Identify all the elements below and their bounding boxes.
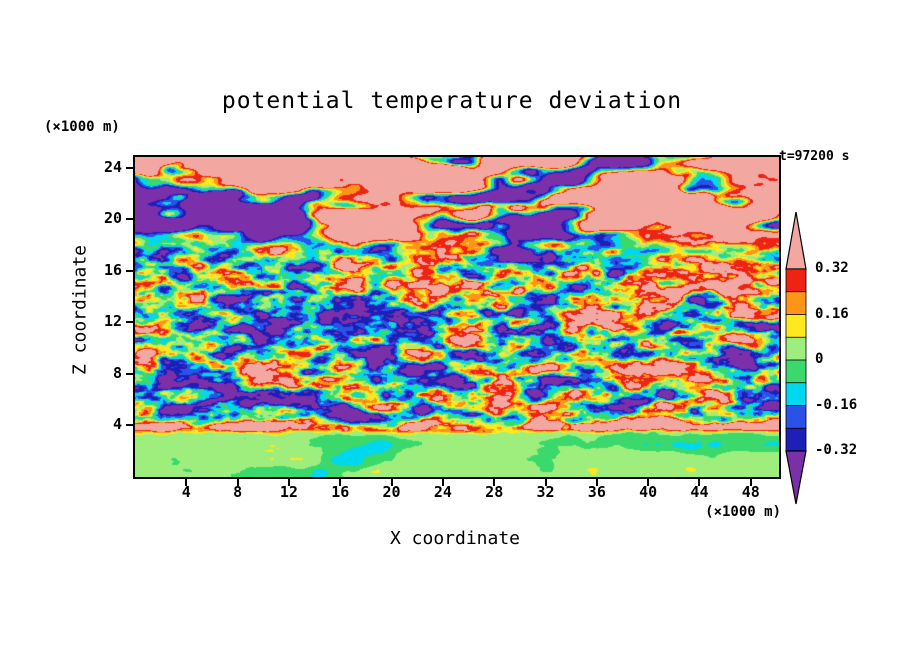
x-tick-label: 44 [690,483,709,501]
y-tick-label: 24 [103,157,122,176]
x-tick-mark [287,479,290,486]
x-axis-label: X coordinate [389,528,521,549]
contour-canvas [135,157,779,477]
y-tick-mark [126,372,133,375]
x-tick-label: 36 [587,483,606,501]
x-tick-mark [185,479,188,486]
y-tick-mark [126,218,133,221]
colorbar [785,211,807,505]
x-tick-mark [493,479,496,486]
x-tick-label: 12 [279,483,298,501]
y-tick-label: 20 [103,209,122,228]
y-tick-mark [126,321,133,324]
x-tick-mark [390,479,393,486]
colorbar-tick-label: 0.16 [815,305,849,322]
x-tick-mark [441,479,444,486]
x-axis-units-label: (×1000 m) [705,504,781,520]
x-tick-label: 20 [382,483,401,501]
x-tick-label: 24 [433,483,452,501]
y-tick-label: 16 [103,260,122,279]
x-tick-label: 4 [181,483,191,501]
colorbar-tick-label: 0.32 [815,260,849,276]
x-tick-label: 28 [485,483,504,501]
x-tick-mark [236,479,239,486]
y-tick-label: 8 [112,363,122,382]
y-tick-mark [126,424,133,427]
x-tick-label: 8 [233,483,243,501]
x-tick-mark [749,479,752,486]
y-tick-label: 4 [112,415,122,434]
y-axis-units-label: (×1000 m) [44,119,120,135]
y-tick-mark [126,269,133,272]
x-tick-mark [544,479,547,486]
y-tick-label: 12 [103,312,122,331]
x-tick-mark [595,479,598,486]
x-tick-label: 40 [639,483,658,501]
x-tick-label: 48 [741,483,760,501]
x-tick-mark [339,479,342,486]
x-tick-mark [647,479,650,486]
x-tick-mark [698,479,701,486]
colorbar-tick-label: -0.32 [815,442,858,458]
x-tick-label: 32 [536,483,555,501]
colorbar-tick-label: -0.16 [815,396,858,413]
colorbar-tick-label: 0 [815,351,824,367]
x-tick-label: 16 [331,483,350,501]
y-tick-mark [126,166,133,169]
chart-title: potential temperature deviation [221,88,683,114]
time-label: t=97200 s [779,149,850,164]
plot-area [133,155,781,479]
